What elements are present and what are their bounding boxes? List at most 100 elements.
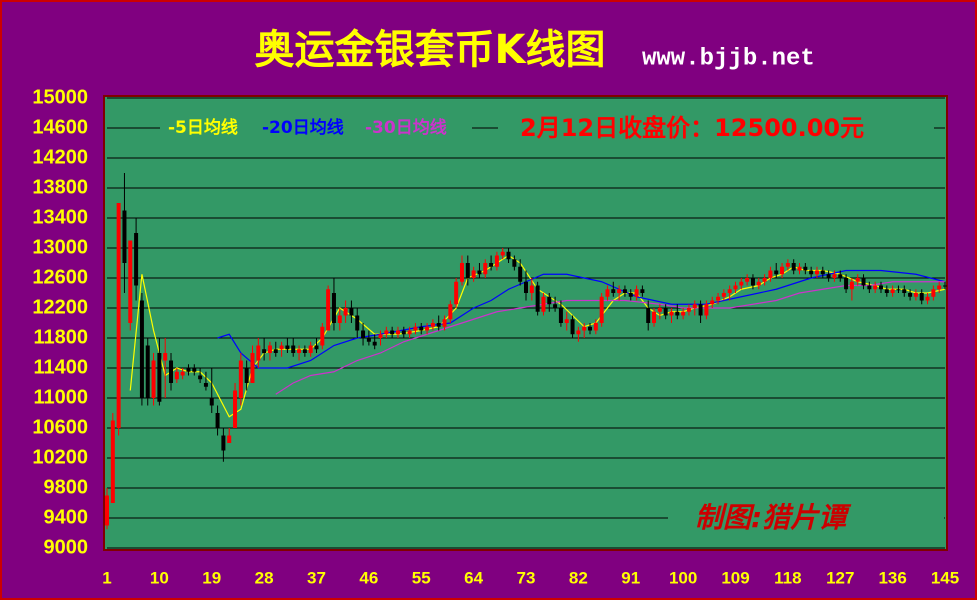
candle-body	[192, 368, 197, 372]
candle-body	[366, 338, 371, 342]
candle-body	[361, 330, 366, 338]
candle-body	[704, 304, 709, 316]
candle-body	[139, 300, 144, 398]
candle-body	[570, 319, 575, 335]
candle-body	[896, 289, 901, 291]
candle-body	[483, 263, 488, 275]
candle-body	[937, 285, 942, 290]
plot-area	[103, 95, 948, 551]
x-tick-label: 127	[826, 568, 854, 587]
candle-body	[163, 353, 168, 361]
candle-body	[675, 311, 680, 316]
candle-body	[750, 278, 755, 286]
annotation: 2月12日收盘价：12500.00元	[520, 114, 864, 142]
candle-body	[593, 323, 598, 331]
candle-body	[733, 285, 738, 290]
candle-body	[844, 278, 849, 290]
candle-body	[908, 293, 913, 297]
candle-body	[174, 371, 179, 380]
candle-body	[215, 413, 220, 428]
chart-title: 奥运金银套币K线图	[255, 27, 606, 73]
candle-body	[454, 281, 459, 305]
candle-body	[413, 326, 418, 331]
candle-body	[430, 323, 435, 327]
candle-body	[913, 293, 918, 297]
candle-body	[425, 326, 430, 331]
candle-body	[855, 278, 860, 282]
candle-body	[838, 274, 843, 278]
candle-body	[331, 293, 336, 323]
candle-body	[169, 360, 174, 383]
candle-body	[157, 353, 162, 402]
candle-body	[745, 278, 750, 282]
candle-body	[337, 315, 342, 323]
candle-body	[395, 330, 400, 335]
y-tick-label: 9400	[44, 506, 89, 528]
candle-body	[372, 341, 377, 346]
x-tick-label: 28	[255, 568, 274, 587]
candle-body	[698, 304, 703, 316]
x-tick-label: 91	[621, 568, 640, 587]
candle-body	[465, 263, 470, 278]
candle-body	[884, 289, 889, 293]
candle-body	[611, 289, 616, 293]
candle-body	[716, 296, 721, 301]
candle-body	[558, 308, 563, 323]
candle-body	[384, 330, 389, 335]
candle-body	[576, 330, 581, 335]
y-tick-label: 11800	[33, 326, 88, 348]
candle-body	[797, 266, 802, 271]
candle-body	[622, 289, 627, 293]
candle-body	[925, 296, 930, 301]
candle-body	[652, 311, 657, 323]
candle-body	[861, 278, 866, 286]
y-tick-label: 9800	[44, 476, 89, 498]
candle-body	[198, 375, 203, 380]
candle-body	[803, 266, 808, 271]
candle-body	[832, 274, 837, 278]
candle-body	[628, 293, 633, 297]
candle-body	[919, 293, 924, 301]
legend-box	[160, 116, 472, 140]
candle-body	[762, 278, 767, 282]
candle-body	[582, 326, 587, 331]
candle-body	[122, 210, 127, 263]
x-tick-label: 136	[878, 568, 906, 587]
candle-body	[297, 349, 302, 353]
candle-body	[902, 289, 907, 293]
x-tick-label: 37	[307, 568, 326, 587]
candle-body	[657, 308, 662, 312]
y-tick-label: 11000	[33, 386, 88, 408]
x-tick-label: 82	[569, 568, 588, 587]
y-tick-label: 12600	[32, 266, 88, 288]
candle-body	[355, 315, 360, 331]
candle-body	[756, 281, 761, 286]
candle-body	[646, 308, 651, 323]
candle-body	[233, 390, 238, 428]
y-tick-label: 14200	[32, 146, 88, 168]
x-tick-label: 73	[517, 568, 536, 587]
candle-body	[943, 285, 947, 287]
candle-body	[634, 289, 639, 297]
candle-body	[890, 289, 895, 293]
y-tick-label: 10200	[32, 446, 88, 468]
candle-body	[285, 345, 290, 350]
candle-body	[500, 251, 505, 256]
subtitle: www.bjjb.net	[642, 45, 815, 72]
candle-body	[780, 266, 785, 275]
legend-entry: -5日均线	[168, 117, 238, 138]
candle-body	[524, 281, 528, 293]
candle-body	[110, 420, 115, 503]
candle-body	[640, 289, 645, 293]
candle-body	[186, 368, 191, 372]
candle-body	[419, 326, 424, 331]
candle-body	[256, 345, 261, 361]
y-tick-label: 14600	[32, 116, 88, 138]
legend-entry: -20日均线	[262, 117, 344, 138]
ma-line	[217, 269, 946, 369]
candle-body	[669, 311, 674, 316]
candle-body	[227, 435, 232, 443]
y-tick-label: 13800	[32, 176, 88, 198]
x-tick-label: 145	[931, 568, 959, 587]
